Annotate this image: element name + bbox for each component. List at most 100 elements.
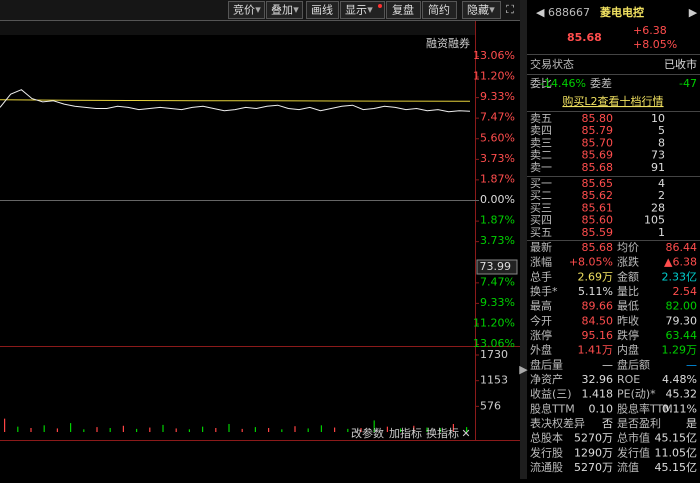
volume-bar — [4, 418, 6, 432]
stat-value: 1.29万 — [662, 344, 698, 357]
volume-bar — [400, 428, 402, 432]
stat-label: 总市值 — [617, 431, 650, 445]
next-arrow[interactable]: ▶ — [689, 6, 698, 19]
toolbar-button-label[interactable]: 画线 — [311, 3, 333, 17]
order-label: 卖三 — [530, 136, 552, 149]
stat-label: 发行股 — [530, 445, 563, 459]
ratio-label: 委比 — [530, 77, 552, 90]
order-volume: 5 — [658, 124, 665, 137]
stat-value: — — [686, 358, 697, 371]
y-tick-label: 7.47% — [480, 275, 515, 288]
toolbar-button[interactable] — [462, 1, 501, 19]
splitter-arrow[interactable]: ▶ — [519, 363, 528, 376]
dropdown-arrow: ▾ — [367, 3, 373, 16]
stat-value: 45.32 — [666, 388, 698, 401]
stock-code: 688667 — [548, 6, 590, 19]
toolbar-button-label[interactable]: 显示 — [345, 4, 367, 17]
toolbar-button[interactable] — [266, 1, 303, 19]
stock-price: 85.68 — [567, 31, 602, 44]
stat-value: 89.66 — [582, 300, 614, 313]
toolbar-button-label[interactable]: 隐藏 — [467, 4, 489, 17]
y-tick-label: 9.33% — [480, 90, 515, 103]
stat-label: 总手 — [530, 269, 552, 283]
volume-bar — [466, 427, 468, 432]
order-label: 卖二 — [530, 149, 552, 162]
volume-bar — [136, 428, 138, 432]
chart-title: 融资融券 — [426, 36, 470, 50]
stat-label: 流值 — [617, 460, 639, 474]
stat-value: 是 — [686, 417, 697, 430]
stat-value: 95.16 — [582, 329, 614, 342]
stat-label: 跌停 — [617, 328, 639, 342]
stat-value: 否 — [602, 417, 613, 430]
volume-bar — [109, 427, 111, 432]
footer-button[interactable]: 换指标 — [426, 426, 459, 440]
order-volume: 73 — [651, 149, 665, 162]
y-tick-label: 9.33% — [480, 296, 515, 309]
y-tick-label: 0.00% — [480, 193, 515, 206]
order-price: 85.65 — [582, 177, 614, 190]
toolbar-button[interactable] — [422, 1, 457, 19]
order-label: 卖一 — [530, 161, 552, 174]
order-price: 85.62 — [582, 189, 614, 202]
volume-bar — [96, 427, 98, 432]
volume-bar — [228, 423, 230, 432]
close-icon[interactable]: ✕ — [461, 427, 470, 440]
footer-button[interactable]: 改参数 — [351, 426, 384, 440]
dropdown-arrow: ▾ — [489, 3, 495, 16]
stat-value: 5270万 — [574, 461, 613, 474]
toolbar-button[interactable] — [386, 1, 421, 19]
order-price: 85.68 — [582, 161, 614, 174]
expand-icon[interactable]: ⛶ — [506, 3, 514, 16]
stat-value: 11.05亿 — [655, 446, 698, 459]
toolbar-button-label[interactable]: 复盘 — [392, 3, 414, 17]
order-label: 卖五 — [530, 112, 552, 125]
volume-bar — [320, 425, 322, 432]
stat-label: 收益(三) — [530, 387, 572, 401]
stat-value: 5.11% — [578, 285, 613, 298]
stock-name: 菱电电控 — [600, 5, 644, 19]
diff-value: -47 — [679, 77, 697, 90]
status-value: 已收市 — [664, 57, 697, 71]
diff-label: 委差 — [590, 76, 612, 90]
prev-arrow[interactable]: ◀ — [536, 6, 545, 19]
stat-value: 82.00 — [666, 300, 698, 313]
stat-label: 昨收 — [617, 313, 639, 327]
stat-label: 盘后额 — [617, 357, 650, 371]
volume-bar — [413, 425, 415, 432]
l2-link[interactable]: 购买L2查看十档行情 — [562, 94, 663, 108]
toolbar-button-label[interactable]: 竞价 — [233, 3, 255, 17]
stat-label: 是否盈利 — [617, 417, 661, 430]
order-price: 85.79 — [582, 124, 614, 137]
stat-value: 2.54 — [673, 285, 698, 298]
notice-dot — [378, 4, 382, 8]
stat-label: 净资产 — [530, 372, 563, 386]
stat-label: 涨停 — [530, 328, 552, 342]
toolbar-button[interactable] — [340, 1, 385, 19]
order-label: 卖四 — [530, 124, 552, 137]
price-line — [0, 89, 471, 113]
splitter[interactable] — [520, 0, 527, 479]
footer-button[interactable]: 加指标 — [389, 426, 422, 440]
order-price: 85.59 — [582, 226, 614, 239]
y-tick-label: 11.20% — [473, 70, 515, 83]
toolbar-button-label[interactable]: 叠加 — [271, 4, 293, 17]
y-tick-label: 7.47% — [480, 111, 515, 124]
toolbar-button[interactable] — [306, 1, 339, 19]
toolbar-button-label[interactable]: 简约 — [428, 3, 450, 17]
chart-header — [0, 21, 475, 35]
stat-label: 均价 — [617, 241, 639, 254]
order-label: 买一 — [530, 177, 552, 190]
stat-label: 最新 — [530, 240, 552, 254]
volume-bar — [241, 428, 243, 432]
stat-label: 盘后量 — [530, 357, 563, 371]
order-volume: 28 — [651, 201, 665, 214]
volume-bar — [254, 427, 256, 432]
toolbar-button[interactable] — [228, 1, 265, 19]
volume-bar — [70, 423, 72, 432]
stat-value: +8.05% — [569, 256, 613, 269]
y-tick-label: 11.20% — [473, 316, 515, 329]
stat-value: 2.33亿 — [662, 270, 698, 283]
